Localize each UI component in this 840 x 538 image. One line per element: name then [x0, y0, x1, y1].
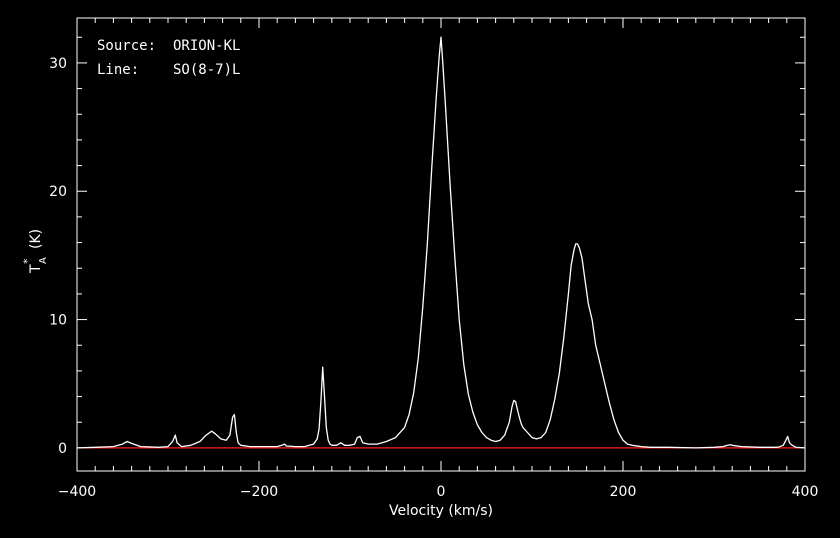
y-tick-label: 20	[49, 184, 67, 200]
x-tick-label: −400	[58, 484, 96, 500]
x-tick-label: 0	[437, 484, 446, 500]
source-label: Source:	[97, 38, 156, 54]
y-tick-label: 0	[58, 441, 67, 457]
y-axis-label: T A * (K)	[21, 229, 49, 274]
line-value: SO(8-7)L	[173, 62, 240, 78]
y-axis-label-subscript: A	[38, 257, 49, 264]
spectrum-series-line	[76, 36, 806, 449]
x-tick-label: 200	[610, 484, 637, 500]
y-tick-label: 30	[49, 56, 67, 72]
x-axis: −400 −200 0 200 400	[58, 18, 819, 500]
y-axis-label-superscript: *	[21, 258, 34, 264]
source-value: ORION-KL	[173, 38, 240, 54]
plot-frame	[76, 17, 806, 472]
x-axis-label: Velocity (km/s)	[389, 503, 493, 519]
y-axis-label-symbol: T	[28, 264, 44, 274]
x-tick-label: −200	[240, 484, 278, 500]
x-tick-label: 400	[792, 484, 819, 500]
y-tick-label: 10	[49, 313, 67, 329]
line-label: Line:	[97, 62, 139, 78]
y-axis-label-unit: (K)	[28, 229, 44, 249]
